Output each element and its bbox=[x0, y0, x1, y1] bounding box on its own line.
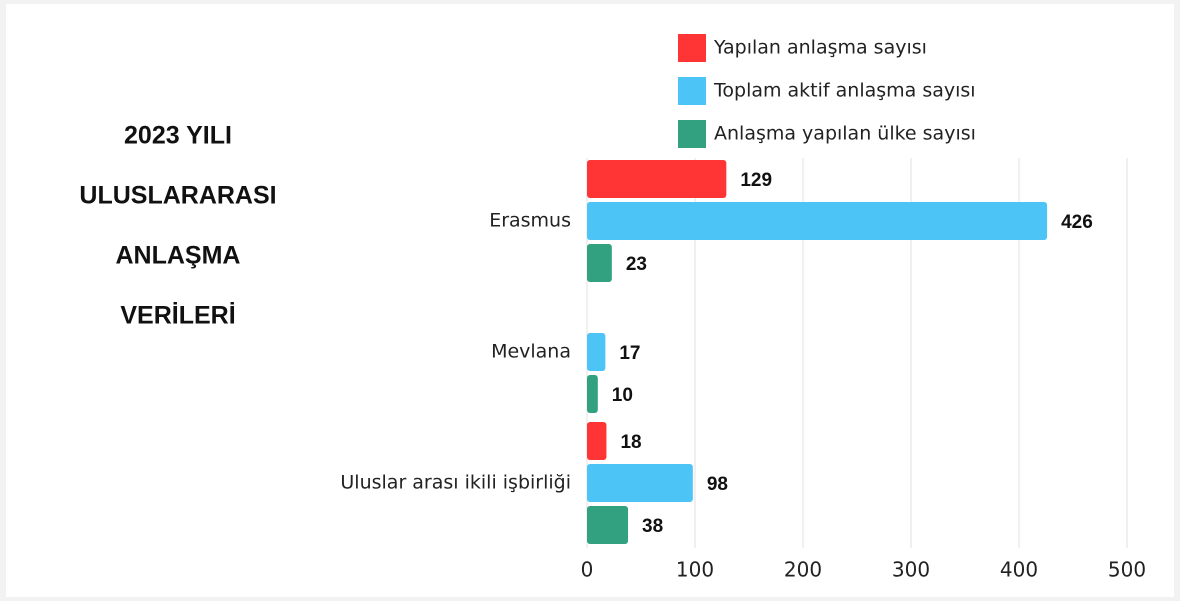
data-label: 426 bbox=[1061, 212, 1093, 233]
x-tick-label: 400 bbox=[1000, 558, 1038, 582]
data-label: 38 bbox=[642, 516, 663, 537]
data-label: 98 bbox=[707, 474, 728, 495]
category-label: Erasmus bbox=[489, 210, 571, 232]
chart-title: ANLAŞMA bbox=[116, 242, 241, 270]
legend-swatch bbox=[678, 34, 706, 62]
chart-title: ULUSLARARASI bbox=[79, 182, 276, 210]
category-label: Mevlana bbox=[491, 341, 571, 363]
data-label: 17 bbox=[619, 343, 640, 364]
x-tick-label: 0 bbox=[581, 558, 594, 582]
legend-label: Yapılan anlaşma sayısı bbox=[713, 37, 927, 59]
data-label: 18 bbox=[620, 432, 641, 453]
chart-title: 2023 YILI bbox=[124, 122, 232, 150]
category-label: Uluslar arası ikili işbirliği bbox=[340, 472, 571, 494]
bar bbox=[587, 422, 607, 460]
bar bbox=[587, 375, 598, 413]
x-tick-label: 200 bbox=[784, 558, 822, 582]
bar bbox=[587, 244, 612, 282]
x-tick-label: 500 bbox=[1108, 558, 1146, 582]
bar bbox=[587, 333, 606, 371]
x-tick-label: 100 bbox=[676, 558, 714, 582]
chart-title: VERİLERİ bbox=[120, 302, 235, 330]
bar bbox=[587, 506, 629, 544]
data-label: 23 bbox=[626, 254, 647, 275]
data-label: 129 bbox=[740, 170, 772, 191]
bar bbox=[587, 464, 693, 502]
x-tick-label: 300 bbox=[892, 558, 930, 582]
legend-label: Anlaşma yapılan ülke sayısı bbox=[714, 123, 976, 145]
data-label: 10 bbox=[612, 385, 633, 406]
legend-swatch bbox=[678, 77, 706, 105]
bar bbox=[587, 202, 1048, 240]
legend-label: Toplam aktif anlaşma sayısı bbox=[713, 80, 976, 102]
legend-swatch bbox=[678, 120, 706, 148]
bar bbox=[587, 160, 727, 198]
